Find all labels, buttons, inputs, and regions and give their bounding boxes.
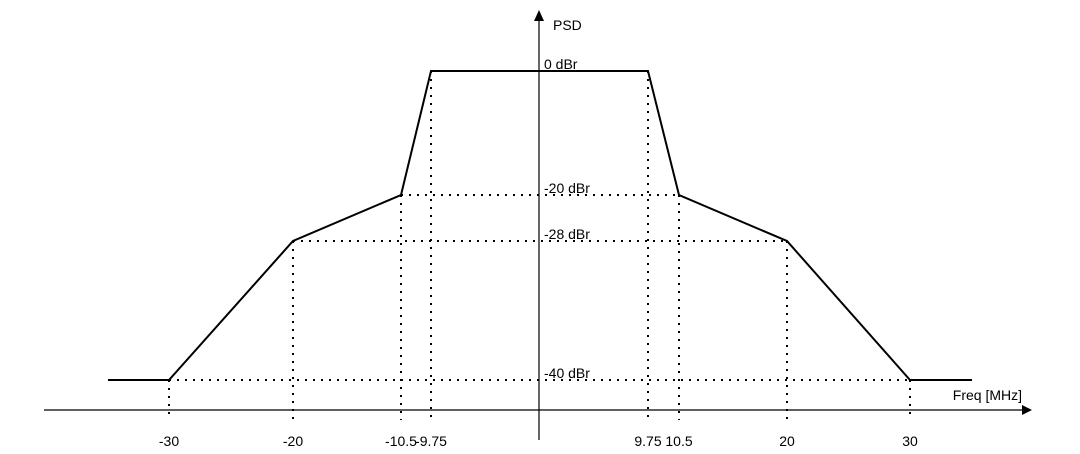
level-label: -28 dBr <box>544 226 590 242</box>
x-tick-label: 10.5 <box>665 433 692 449</box>
x-tick-label: -9.75 <box>415 433 447 449</box>
x-tick-label: -30 <box>159 433 179 449</box>
psd-mask-line <box>108 70 972 381</box>
x-tick-label: 20 <box>779 433 795 449</box>
level-label: -40 dBr <box>544 365 590 381</box>
axes: PSD Freq [MHz] <box>44 10 1032 440</box>
x-axis-label: Freq [MHz] <box>953 387 1022 403</box>
guide-lines <box>168 71 911 420</box>
x-tick-labels: -30 -20 -10.5-9.75 9.75 10.5 20 30 <box>159 433 918 449</box>
x-tick-label: -10.5 <box>385 433 417 449</box>
level-label: -20 dBr <box>544 180 590 196</box>
x-tick-label: -20 <box>283 433 303 449</box>
x-tick-label: 9.75 <box>634 433 661 449</box>
level-labels: 0 dBr -20 dBr -28 dBr -40 dBr <box>544 56 590 381</box>
y-axis-arrow <box>534 10 544 21</box>
level-label: 0 dBr <box>544 56 578 72</box>
series-group <box>107 70 973 381</box>
x-tick-label: 30 <box>902 433 918 449</box>
y-axis-label: PSD <box>553 17 582 33</box>
x-axis-arrow <box>1022 405 1032 415</box>
